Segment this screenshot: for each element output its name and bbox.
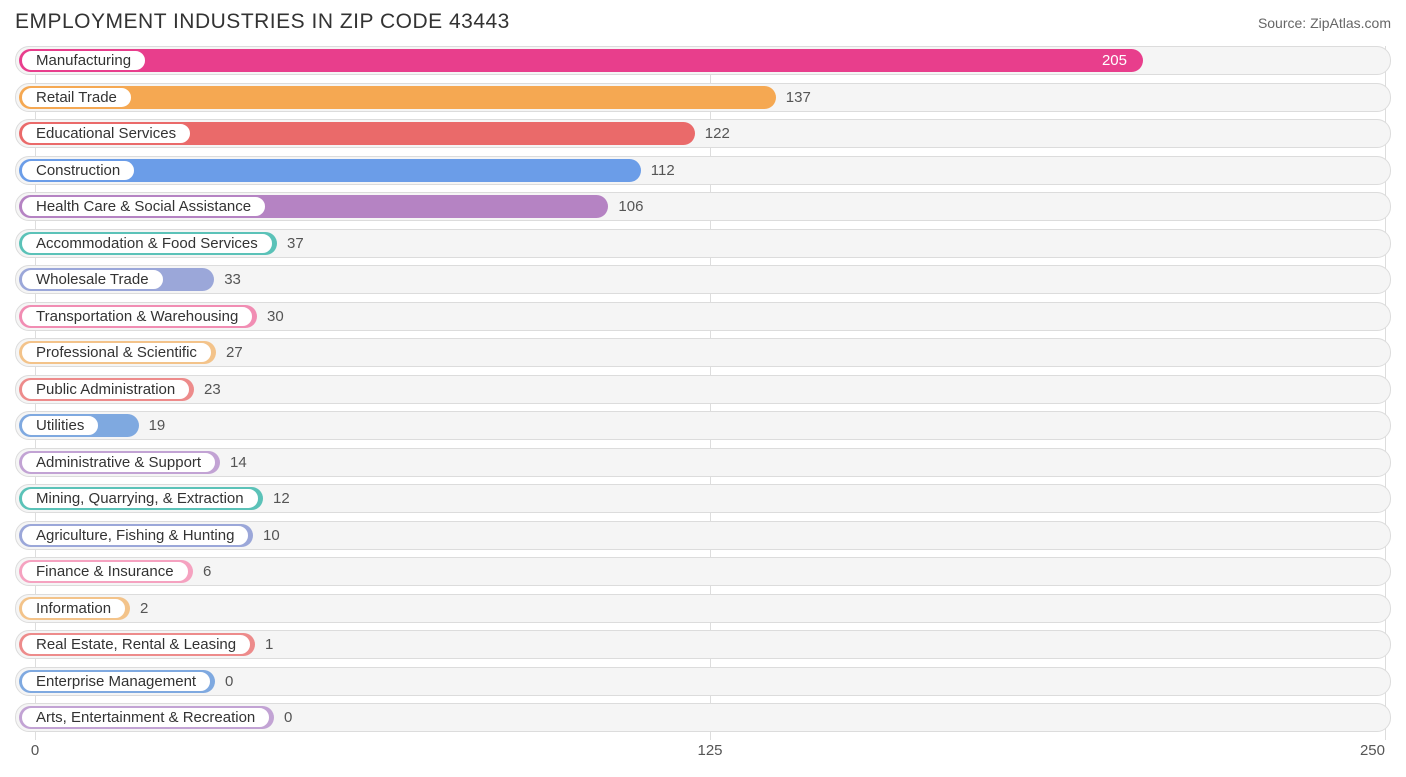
chart-row: Retail Trade 137 [15, 83, 1391, 112]
chart-row: Utilities 19 [15, 411, 1391, 440]
bar-value: 30 [257, 303, 284, 330]
chart-row: Manufacturing 205 [15, 46, 1391, 75]
bar-label: Mining, Quarrying, & Extraction [21, 488, 259, 509]
source-prefix: Source: [1258, 15, 1310, 31]
bar-value: 1 [255, 631, 273, 658]
bar-value: 2 [130, 595, 148, 622]
chart-row: Enterprise Management0 [15, 667, 1391, 696]
bar-value: 12 [263, 485, 290, 512]
chart-row: Real Estate, Rental & Leasing1 [15, 630, 1391, 659]
bar-label: Real Estate, Rental & Leasing [21, 634, 251, 655]
bar-label: Public Administration [21, 379, 190, 400]
bar-label: Accommodation & Food Services [21, 233, 273, 254]
bar-label: Agriculture, Fishing & Hunting [21, 525, 249, 546]
chart-header: EMPLOYMENT INDUSTRIES IN ZIP CODE 43443 … [15, 10, 1391, 34]
chart-row: Construction 112 [15, 156, 1391, 185]
chart-row: Professional & Scientific27 [15, 338, 1391, 367]
bar-value: 10 [253, 522, 280, 549]
chart-row: Health Care & Social Assistance 106 [15, 192, 1391, 221]
employment-chart: Manufacturing205Retail Trade137Education… [15, 46, 1391, 762]
bar-value: 205 [1102, 47, 1127, 74]
bar-value: 37 [277, 230, 304, 257]
bar-value: 27 [216, 339, 243, 366]
bar-label: Information [21, 598, 126, 619]
bar-label: Health Care & Social Assistance [21, 196, 266, 217]
bar-value: 0 [274, 704, 292, 731]
chart-row: Agriculture, Fishing & Hunting10 [15, 521, 1391, 550]
chart-row: Information2 [15, 594, 1391, 623]
axis-tick: 0 [31, 742, 39, 759]
bar-label: Finance & Insurance [21, 561, 189, 582]
chart-row: Mining, Quarrying, & Extraction12 [15, 484, 1391, 513]
axis-tick: 250 [1360, 742, 1385, 759]
bar [19, 49, 1143, 72]
bar-value: 33 [214, 266, 241, 293]
bar-label: Professional & Scientific [21, 342, 212, 363]
chart-row: Administrative & Support14 [15, 448, 1391, 477]
chart-row: Finance & Insurance6 [15, 557, 1391, 586]
chart-row: Public Administration23 [15, 375, 1391, 404]
axis-tick: 125 [697, 742, 722, 759]
chart-rows: Manufacturing205Retail Trade137Education… [15, 46, 1391, 732]
x-axis: 0 125 250 [15, 740, 1391, 762]
chart-row: Accommodation & Food Services37 [15, 229, 1391, 258]
chart-row: Wholesale Trade 33 [15, 265, 1391, 294]
bar-value: 112 [641, 157, 675, 184]
chart-title: EMPLOYMENT INDUSTRIES IN ZIP CODE 43443 [15, 10, 510, 34]
bar-value: 106 [608, 193, 643, 220]
bar-value: 137 [776, 84, 811, 111]
chart-row: Arts, Entertainment & Recreation0 [15, 703, 1391, 732]
bar-label: Retail Trade [21, 87, 132, 108]
bar [19, 86, 776, 109]
bar-label: Utilities [21, 415, 99, 436]
bar-value: 122 [695, 120, 730, 147]
bar-value: 23 [194, 376, 221, 403]
bar-label: Manufacturing [21, 50, 146, 71]
bar-label: Construction [21, 160, 135, 181]
bar-label: Wholesale Trade [21, 269, 164, 290]
chart-row: Educational Services 122 [15, 119, 1391, 148]
bar-value: 19 [139, 412, 166, 439]
bar-label: Educational Services [21, 123, 191, 144]
chart-row: Transportation & Warehousing30 [15, 302, 1391, 331]
bar-label: Enterprise Management [21, 671, 211, 692]
bar-label: Administrative & Support [21, 452, 216, 473]
bar-value: 6 [193, 558, 211, 585]
bar-label: Arts, Entertainment & Recreation [21, 707, 270, 728]
source-name: ZipAtlas.com [1310, 15, 1391, 31]
chart-source: Source: ZipAtlas.com [1258, 15, 1391, 31]
bar-label: Transportation & Warehousing [21, 306, 253, 327]
bar-value: 0 [215, 668, 233, 695]
bar-value: 14 [220, 449, 247, 476]
